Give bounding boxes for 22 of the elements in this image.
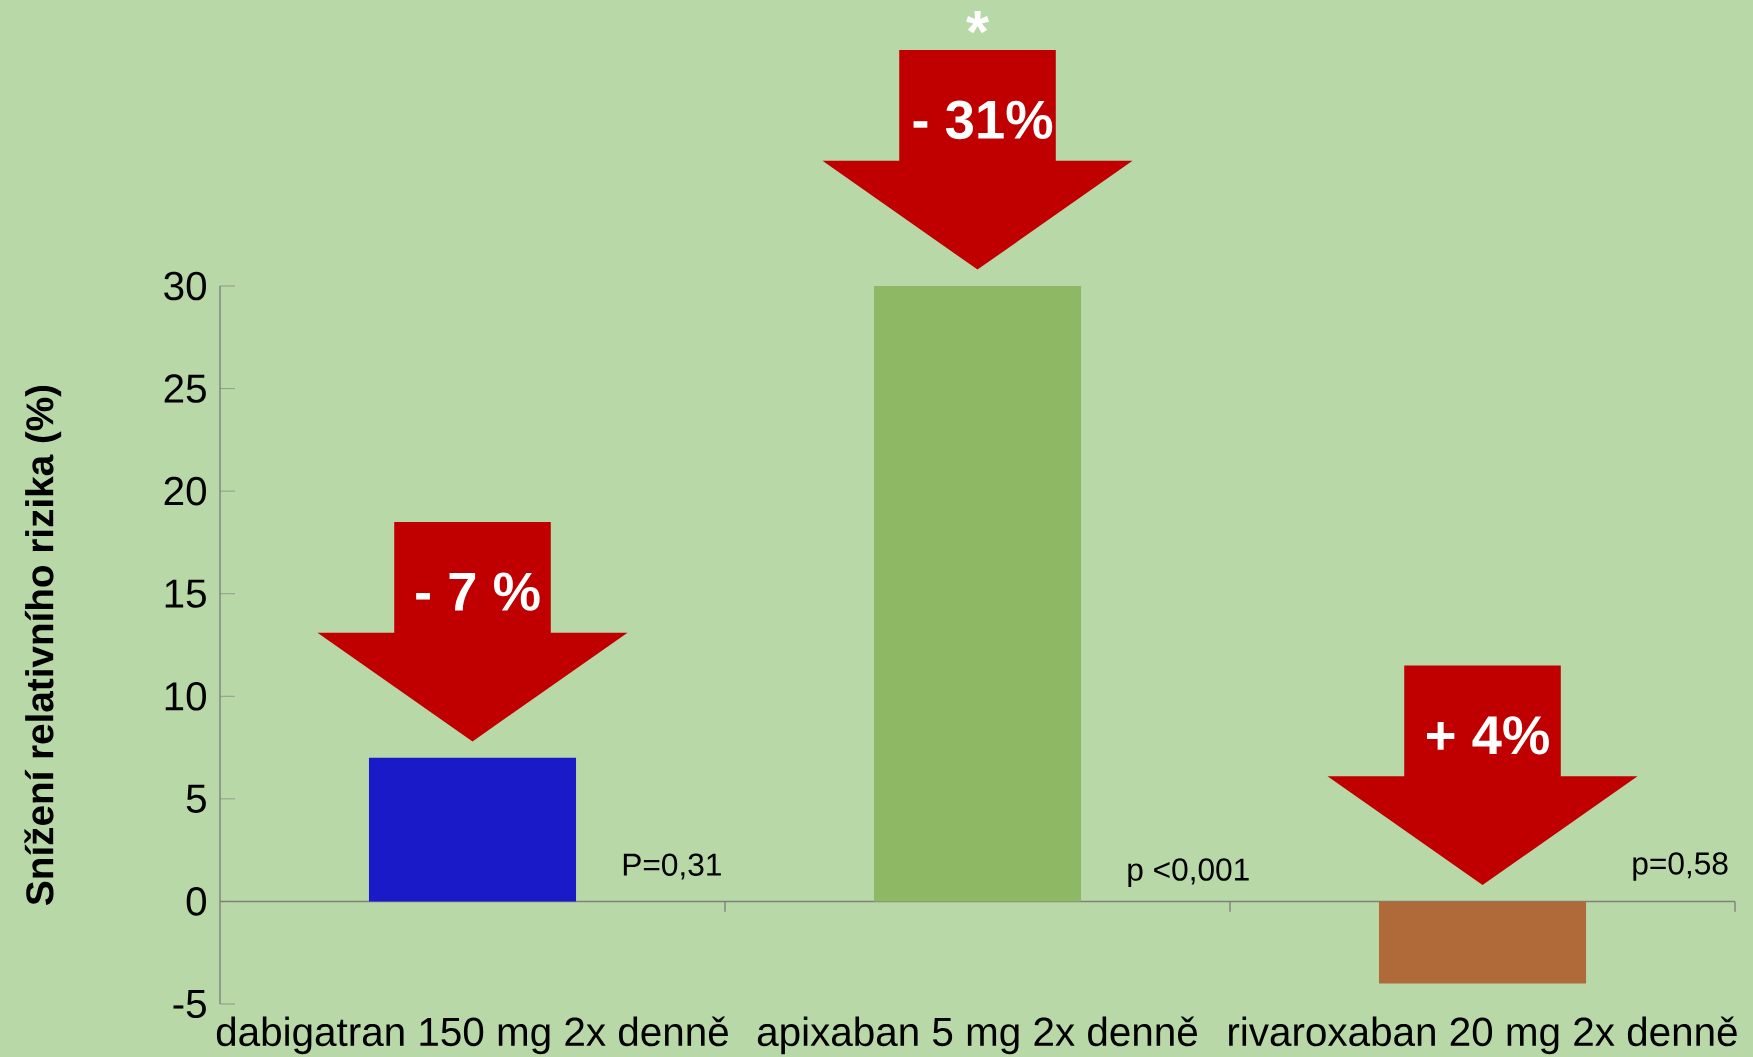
- y-tick-label: 20: [164, 476, 206, 506]
- bar: [873, 286, 1082, 902]
- y-tick-label: 10: [165, 681, 206, 711]
- y-axis-title: Snížení relativního rizika (%): [24, 385, 62, 905]
- x-tick-label: rivaroxaban 20 mg 2x denně: [1229, 1016, 1737, 1055]
- bar: [368, 757, 577, 902]
- y-tick-label: 0: [186, 887, 206, 916]
- y-tick-label: 25: [164, 374, 206, 403]
- text: *: [966, 11, 990, 34]
- annotation: - 7 %: [416, 572, 540, 611]
- x-tick-label: apixaban 5 mg 2x denně: [757, 1016, 1197, 1055]
- y-tick-label: -5: [173, 989, 206, 1019]
- annotation: p <0,001: [1128, 858, 1249, 888]
- annotation: + 4%: [1426, 716, 1549, 755]
- bar: [1379, 901, 1587, 984]
- annotation: p=0,58: [1633, 852, 1728, 881]
- y-tick-label: 30: [164, 271, 206, 301]
- y-tick-label: 5: [186, 784, 206, 813]
- text: - 31%: [913, 100, 1053, 140]
- y-tick-label: 15: [165, 579, 206, 608]
- annotation: P=0,31: [623, 853, 721, 880]
- x-tick-label: dabigatran 150 mg 2x denně: [216, 1016, 728, 1055]
